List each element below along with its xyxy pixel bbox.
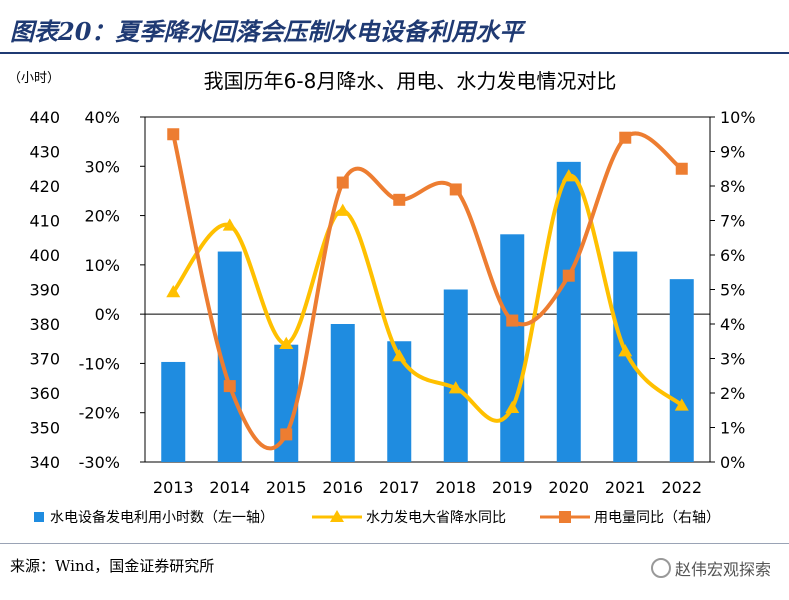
power-point-2022 [675,162,688,175]
bar-2022 [669,279,694,462]
power-point-2018 [449,183,462,196]
power-point-2016 [336,176,349,189]
line-series [166,128,689,451]
x-tick-label: 2020 [548,478,589,497]
chart-legend: 水电设备发电利用小时数（左一轴） 水力发电大省降水同比 用电量同比（右轴） [34,509,720,526]
power-point-2020 [562,269,575,282]
x-tick-label: 2016 [322,478,363,497]
legend-rain-marker [330,510,344,522]
left1-tick-label: 340 [29,453,60,472]
chart-svg: 我国历年6-8月降水、用电、水力发电情况对比 （小时） 340 350 360 370… [8,69,756,526]
right-tick-label: 8% [720,177,745,196]
x-tick-label: 2013 [153,478,194,497]
left1-tick-label: 420 [29,177,60,196]
bar-2013 [161,361,186,462]
watermark-text: 赵伟宏观探索 [674,560,771,579]
footer-divider [0,543,789,544]
left1-tick-label: 360 [29,384,60,403]
legend-rain-label: 水力发电大省降水同比 [366,510,506,526]
figure-title: 图表20：夏季降水回落会压制水电设备利用水平 [10,17,524,46]
x-tick-label: 2022 [661,478,702,497]
right-tick-label: 6% [720,246,745,265]
left1-tick-label: 390 [29,281,60,300]
legend-power-marker [559,511,571,523]
left1-tick-label: 410 [29,212,60,231]
power-point-2019 [506,314,519,327]
rain-point-2019 [505,400,520,414]
legend-power-label: 用电量同比（右轴） [594,510,720,526]
left1-tick-label: 380 [29,315,60,334]
unit-label: （小时） [8,71,60,86]
rain-point-2014 [222,218,237,231]
left2-tick-label: -20% [79,404,120,423]
legend-bar-swatch [34,512,44,522]
left2-tick-label: 0% [95,305,120,324]
left2-tick-label: 20% [84,207,120,226]
left2-tick-label: -30% [79,453,120,472]
right-tick-label: 10% [720,108,756,127]
rain-point-2013 [166,284,181,298]
left1-tick-label: 350 [29,419,60,438]
left2-tick-label: 40% [84,108,120,127]
power-point-2015 [280,428,293,441]
left2-tick-label: -10% [79,354,120,373]
legend-bar-label: 水电设备发电利用小时数（左一轴） [50,509,274,526]
source-note: 来源：Wind，国金证券研究所 [10,557,215,575]
x-tick-label: 2021 [605,478,646,497]
rain-point-2015 [279,336,294,349]
x-tick-label: 2017 [379,478,420,497]
right-tick-label: 3% [720,350,745,369]
left2-tick-label: 10% [84,256,120,275]
left1-tick-label: 400 [29,246,60,265]
report-header: 图表20：夏季降水回落会压制水电设备利用水平 [0,0,789,56]
rain-point-2020 [561,169,576,182]
chart-axes: 340 350 360 370 380 390 400 410 420 430 440 -30% -20… [29,108,755,497]
power-point-2014 [223,380,236,393]
x-tick-label: 2019 [492,478,533,497]
rain-point-2018 [448,381,463,394]
power-point-2021 [619,131,632,144]
right-tick-label: 0% [720,453,745,472]
chart-title: 我国历年6-8月降水、用电、水力发电情况对比 [204,69,617,93]
bar-2021 [613,251,638,462]
right-tick-label: 5% [720,281,745,300]
rain-point-2017 [392,349,407,362]
rain-point-2022 [674,398,689,411]
x-tick-label: 2014 [209,478,250,497]
right-tick-label: 4% [720,315,745,334]
power-point-2017 [393,193,406,206]
right-tick-label: 7% [720,212,745,231]
wechat-icon [650,558,671,578]
bar-2019 [500,234,525,462]
x-tick-label: 2015 [266,478,307,497]
watermark: 赵伟宏观探索 [650,556,771,580]
left1-tick-label: 430 [29,143,60,162]
left1-tick-label: 370 [29,350,60,369]
rain-yoy-line [171,174,684,423]
right-tick-label: 2% [720,384,745,403]
right-tick-label: 1% [720,419,745,438]
left2-tick-label: 30% [84,157,120,176]
bar-2016 [330,324,355,462]
x-tick-label: 2018 [435,478,476,497]
rain-point-2016 [335,203,350,216]
header-divider [0,52,789,54]
right-tick-label: 9% [720,143,745,162]
bar-2017 [387,341,412,462]
power-point-2013 [167,128,180,141]
bar-2020 [556,161,581,462]
rain-point-2021 [618,344,633,357]
left1-tick-label: 440 [29,108,60,127]
bar-2018 [443,289,468,462]
